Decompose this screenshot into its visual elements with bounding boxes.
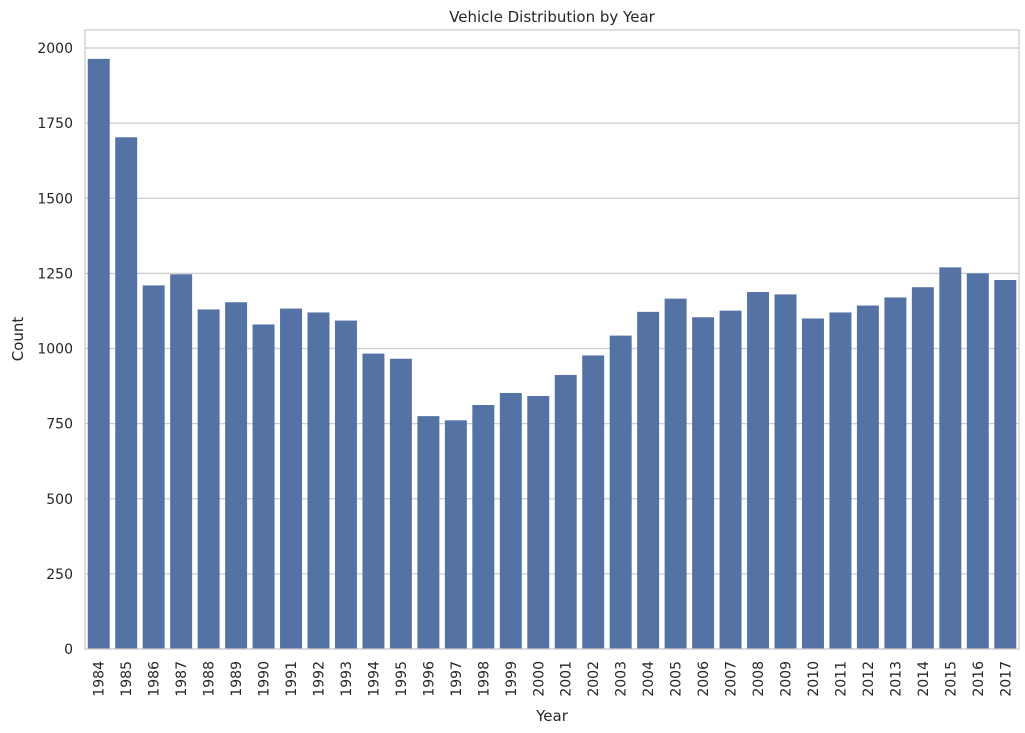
x-tick-label: 2010 (806, 661, 822, 697)
y-tick-label: 1750 (37, 116, 73, 132)
x-tick-label: 2013 (888, 661, 904, 697)
x-tick-label: 1993 (339, 661, 355, 697)
x-tick-label: 2011 (833, 661, 849, 697)
x-tick-label: 1989 (229, 661, 245, 697)
x-tick-label: 2005 (669, 661, 685, 697)
x-tick-label: 2012 (861, 661, 877, 697)
x-tick-label: 1998 (476, 661, 492, 697)
x-tick-label: 2008 (751, 661, 767, 697)
chart-title: Vehicle Distribution by Year (449, 8, 655, 26)
x-tick-label: 1985 (119, 661, 135, 697)
bar-2007 (719, 310, 742, 649)
bar-1986 (142, 285, 165, 649)
y-axis-label: Count (9, 317, 27, 362)
bar-2015 (939, 267, 962, 649)
bar-2017 (994, 280, 1017, 649)
bar-1991 (280, 308, 303, 649)
x-tick-label: 2016 (971, 661, 987, 697)
bar-1988 (197, 309, 220, 649)
y-tick-label: 1250 (37, 266, 73, 282)
x-tick-label: 1999 (504, 661, 520, 697)
bar-1987 (170, 274, 193, 649)
bar-1992 (307, 312, 330, 649)
x-tick-label: 2014 (916, 661, 932, 697)
x-tick-label: 1992 (312, 661, 328, 697)
x-tick-label: 2017 (998, 661, 1014, 697)
bar-2001 (554, 374, 577, 649)
x-tick-label: 2007 (724, 661, 740, 697)
x-tick-label: 2015 (943, 661, 959, 697)
bar-1990 (252, 324, 275, 649)
x-tick-label: 2006 (696, 661, 712, 697)
bar-2012 (856, 305, 879, 649)
bar-1984 (87, 58, 110, 649)
x-tick-label: 1991 (284, 661, 300, 697)
x-tick-label: 2001 (559, 661, 575, 697)
bar-2002 (582, 355, 605, 649)
x-tick-label: 1990 (257, 661, 273, 697)
bar-1997 (444, 420, 467, 649)
bar-1999 (499, 392, 522, 649)
y-tick-label: 1000 (37, 342, 73, 358)
x-tick-label: 2003 (614, 661, 630, 697)
bar-1998 (472, 405, 495, 649)
bar-2016 (966, 273, 989, 649)
bar-2008 (747, 292, 770, 649)
y-tick-label: 1500 (37, 191, 73, 207)
x-tick-label: 2002 (586, 661, 602, 697)
y-tick-label: 0 (64, 642, 73, 658)
y-tick-label: 250 (46, 567, 73, 583)
plot-frame (84, 29, 1020, 650)
x-tick-label: 2000 (531, 661, 547, 697)
y-tick-label: 2000 (37, 41, 73, 57)
bar-2014 (911, 287, 934, 649)
x-tick-label: 1995 (394, 661, 410, 697)
bar-2009 (774, 294, 797, 649)
bar-2011 (829, 312, 852, 649)
y-tick-labels: 0 250 500 750 1000 1250 1500 1750 2000 (37, 41, 73, 658)
bar-1989 (225, 302, 248, 649)
bar-2010 (801, 318, 824, 649)
x-tick-label: 1986 (147, 661, 163, 697)
x-tick-label: 1984 (92, 661, 108, 697)
x-tick-label: 2004 (641, 661, 657, 697)
bar-2013 (884, 297, 907, 649)
x-tick-label: 1996 (421, 661, 437, 697)
x-tick-label: 2009 (779, 661, 795, 697)
bar-2000 (527, 395, 550, 649)
bars (87, 58, 1017, 649)
y-tick-label: 750 (46, 417, 73, 433)
bar-1994 (362, 353, 385, 649)
x-axis-label: Year (535, 707, 569, 725)
bar-2006 (692, 317, 715, 649)
x-tick-label: 1988 (202, 661, 218, 697)
bar-2005 (664, 298, 687, 649)
y-tick-label: 500 (46, 492, 73, 508)
bar-1995 (389, 358, 412, 649)
x-tick-label: 1994 (366, 661, 382, 697)
bar-1996 (417, 416, 440, 649)
bar-2004 (637, 311, 660, 649)
x-tick-label: 1987 (174, 661, 190, 697)
bar-1985 (115, 137, 138, 649)
bar-1993 (334, 320, 357, 649)
bar-2003 (609, 335, 632, 649)
x-tick-labels: 1984 1985 1986 1987 1988 1989 1990 1991 1992 1993… (92, 661, 1015, 697)
x-tick-label: 1997 (449, 661, 465, 697)
